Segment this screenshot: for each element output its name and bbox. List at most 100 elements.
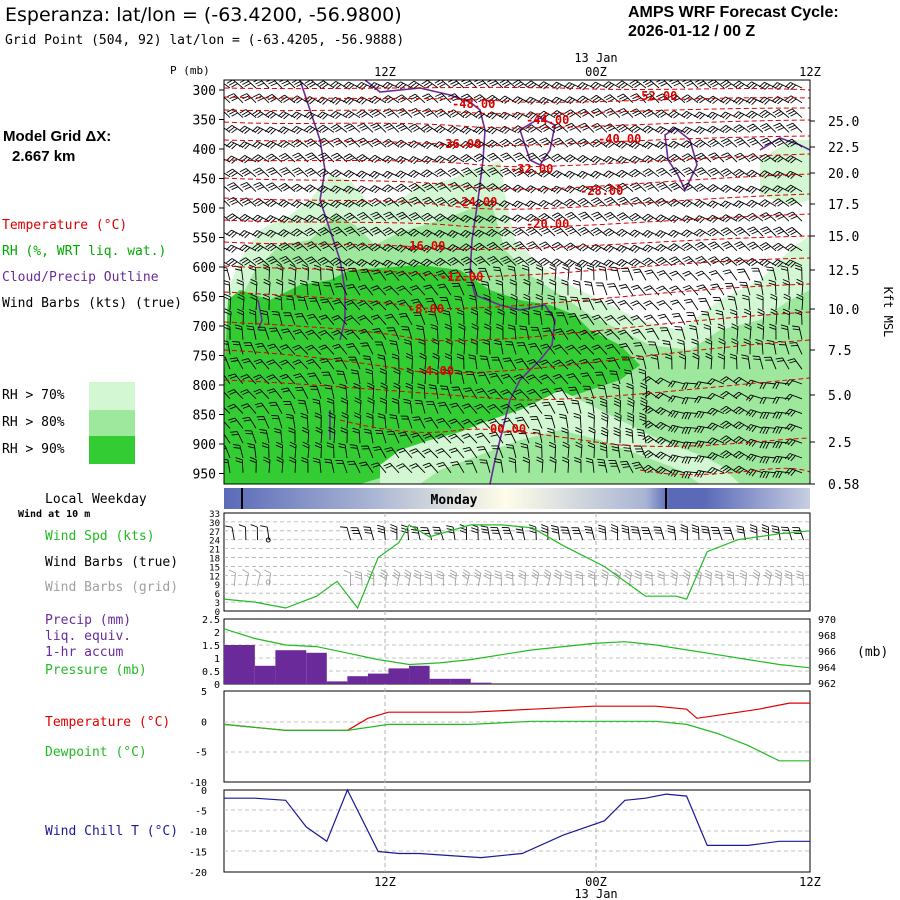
- wind-barb: [746, 241, 764, 252]
- pressure-tick-label: 964: [818, 663, 836, 674]
- wind-barb: [585, 398, 595, 414]
- wind-barb: [598, 524, 607, 541]
- wind-barb: [276, 263, 284, 281]
- wind-barb: [591, 329, 608, 340]
- model-grid-value: 2.667 km: [12, 148, 76, 165]
- height-tick-label: 0.58: [828, 478, 859, 493]
- wind-barb: [489, 431, 504, 444]
- wind-barb: [732, 111, 751, 120]
- wind-barb: [497, 293, 505, 311]
- wind-barb: [552, 226, 569, 237]
- wind-barb: [681, 411, 699, 420]
- wind-barb: [617, 108, 634, 118]
- wind-barb: [706, 437, 725, 446]
- wind-barb: [380, 382, 388, 399]
- wind-barb: [344, 137, 361, 148]
- temp-label-m4: -4.00: [418, 364, 454, 378]
- wind-barb: [543, 569, 552, 587]
- wind-barb: [734, 152, 751, 163]
- wind-barb: [515, 525, 526, 541]
- wind-barb: [549, 456, 557, 473]
- wind-barb: [616, 212, 634, 222]
- wind-barb: [291, 80, 309, 89]
- wind-barb: [381, 170, 400, 180]
- wind-barb: [590, 227, 608, 237]
- wind-barb: [447, 125, 465, 135]
- wind-barb: [602, 244, 621, 253]
- wind-barb: [655, 407, 673, 416]
- wind-barb: [252, 198, 270, 207]
- wind-barb: [317, 168, 335, 178]
- wind-barb: [421, 124, 439, 133]
- wind-barb: [486, 229, 504, 238]
- wind-barb: [525, 168, 543, 178]
- wind-barb: [419, 352, 427, 370]
- wind-barb: [332, 343, 348, 355]
- wind-barb: [552, 344, 569, 355]
- wind-barb: [759, 382, 777, 390]
- wind-barb: [729, 353, 738, 370]
- wind-barb: [706, 407, 725, 416]
- wind-barb: [486, 199, 504, 208]
- pressure-tick-label: 800: [193, 379, 216, 394]
- wind-barb: [707, 138, 725, 148]
- wind-barb: [556, 401, 569, 414]
- wind-barb: [628, 229, 647, 238]
- wind-barb: [772, 396, 790, 404]
- wind-barb: [537, 96, 556, 106]
- wind-barb: [303, 200, 322, 209]
- wind-barb: [232, 341, 244, 355]
- pressure-unit: (mb): [857, 645, 888, 660]
- wind-barb: [655, 436, 673, 445]
- wind-barb: [642, 450, 660, 459]
- wind-barb: [343, 241, 361, 252]
- wind-barb: [334, 283, 348, 296]
- bottom-day-label: 13 Jan: [574, 887, 617, 900]
- temp-label-m48: -48.00: [452, 97, 495, 111]
- wind-barb: [437, 401, 452, 414]
- wind-barb: [597, 384, 608, 399]
- wind-barb: [463, 268, 478, 281]
- wind-barb: [419, 367, 427, 385]
- wind-barb: [483, 294, 491, 310]
- wind-barb: [669, 182, 686, 192]
- wind-barb: [295, 386, 309, 400]
- wind-barb: [522, 456, 530, 473]
- wind-barb: [345, 283, 361, 296]
- wind-barb: [308, 297, 322, 311]
- wind-barb: [342, 185, 361, 194]
- wind-barb: [512, 168, 530, 178]
- wind-barb: [577, 197, 595, 207]
- wind-barb: [360, 342, 374, 355]
- wind-barb: [549, 263, 557, 281]
- wind-barb: [717, 323, 725, 340]
- wind-barb: [784, 259, 803, 268]
- wind-barb: [375, 429, 387, 444]
- wind-barb: [279, 344, 296, 355]
- cross-section-wind-barbs: [224, 80, 804, 479]
- wind-barb: [655, 451, 673, 460]
- wind-barb: [370, 226, 387, 237]
- wind-barb: [435, 417, 452, 429]
- wind-barb: [480, 525, 491, 541]
- wind-barb: [759, 426, 777, 435]
- wind-barb: [529, 416, 543, 429]
- legend-rh90-swatch: [89, 436, 135, 464]
- wind-barb: [656, 300, 673, 311]
- wind-barb: [500, 389, 517, 400]
- wind-barb: [758, 185, 777, 194]
- pressure-tick-label: 900: [193, 438, 216, 453]
- wind-barb: [784, 423, 803, 432]
- wind-barb: [586, 264, 595, 281]
- wind-barb: [520, 442, 530, 459]
- wind-barb: [370, 285, 387, 296]
- temp-label-m40: -40.00: [598, 132, 641, 146]
- wind-barb: [484, 569, 492, 587]
- wind-barb: [381, 259, 400, 268]
- wind-barb: [304, 125, 322, 134]
- wind-panel-frame: [223, 512, 811, 612]
- wind-barb: [681, 153, 699, 163]
- wind-barb: [695, 270, 712, 281]
- wind-barb: [434, 155, 452, 164]
- wind-barb: [278, 183, 296, 192]
